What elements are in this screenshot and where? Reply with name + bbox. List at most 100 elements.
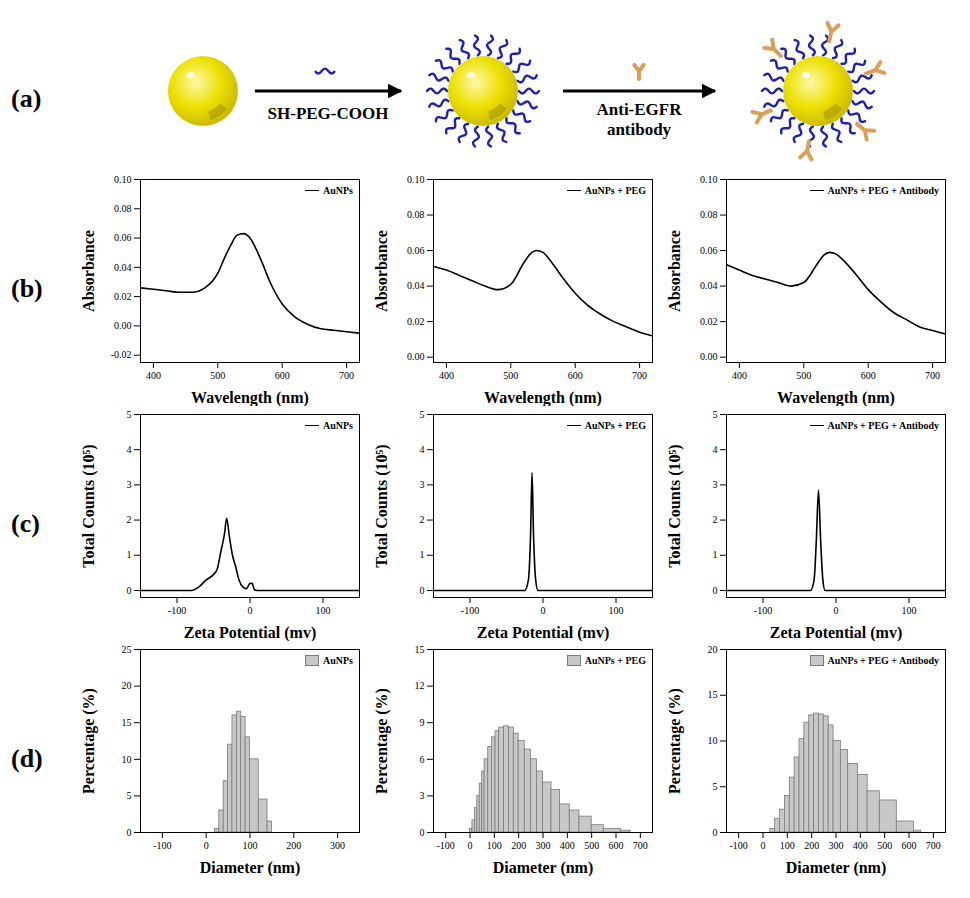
svg-text:500: 500 (503, 370, 518, 381)
svg-text:400: 400 (439, 370, 454, 381)
svg-text:Wavelength (nm): Wavelength (nm) (484, 389, 602, 407)
svg-text:12: 12 (415, 680, 425, 691)
svg-text:0.00: 0.00 (700, 351, 718, 362)
svg-text:500: 500 (796, 370, 811, 381)
svg-text:4: 4 (713, 444, 718, 455)
svg-text:Zeta Potential (mv): Zeta Potential (mv) (184, 624, 316, 642)
svg-text:700: 700 (633, 840, 648, 851)
svg-text:-100: -100 (461, 605, 479, 616)
svg-text:Anti-EGFRantibody: Anti-EGFRantibody (597, 100, 683, 139)
svg-text:20: 20 (708, 644, 718, 655)
svg-text:-100: -100 (168, 605, 186, 616)
svg-text:9: 9 (420, 717, 425, 728)
svg-text:400: 400 (146, 370, 161, 381)
svg-text:6: 6 (420, 754, 425, 765)
svg-text:5: 5 (713, 781, 718, 792)
svg-text:0.02: 0.02 (700, 316, 718, 327)
svg-text:700: 700 (632, 370, 647, 381)
svg-text:600: 600 (902, 840, 917, 851)
svg-text:Absorbance: Absorbance (666, 230, 683, 312)
svg-text:Total Counts (10⁵): Total Counts (10⁵) (666, 444, 684, 567)
svg-text:10: 10 (708, 735, 718, 746)
svg-text:0: 0 (713, 827, 718, 838)
svg-text:0.00: 0.00 (114, 320, 132, 331)
svg-text:0: 0 (713, 585, 718, 596)
svg-text:0.02: 0.02 (114, 291, 132, 302)
svg-text:5: 5 (713, 409, 718, 420)
svg-text:Diameter (nm): Diameter (nm) (786, 859, 887, 877)
svg-text:0.10: 0.10 (114, 174, 132, 185)
svg-text:0: 0 (127, 827, 132, 838)
svg-text:Percentage (%): Percentage (%) (80, 688, 98, 794)
svg-text:(a): (a) (11, 84, 41, 113)
svg-text:10: 10 (122, 754, 132, 765)
svg-text:2: 2 (127, 514, 132, 525)
svg-text:0: 0 (541, 605, 546, 616)
svg-text:400: 400 (732, 370, 747, 381)
svg-text:Total Counts (10⁵): Total Counts (10⁵) (373, 444, 391, 567)
svg-text:Zeta Potential (mv): Zeta Potential (mv) (477, 624, 609, 642)
svg-text:0.00: 0.00 (407, 351, 425, 362)
svg-text:100: 100 (902, 605, 917, 616)
svg-text:25: 25 (122, 644, 132, 655)
svg-text:Total Counts (10⁵): Total Counts (10⁵) (80, 444, 98, 567)
svg-text:600: 600 (861, 370, 876, 381)
svg-text:Absorbance: Absorbance (373, 230, 390, 312)
svg-text:3: 3 (713, 479, 718, 490)
svg-text:20: 20 (122, 680, 132, 691)
svg-text:0: 0 (204, 840, 209, 851)
svg-text:400: 400 (853, 840, 868, 851)
svg-text:-100: -100 (729, 840, 747, 851)
svg-text:5: 5 (127, 790, 132, 801)
svg-text:Percentage (%): Percentage (%) (373, 688, 391, 794)
svg-text:Percentage (%): Percentage (%) (666, 688, 684, 794)
svg-text:0: 0 (248, 605, 253, 616)
svg-text:0.08: 0.08 (114, 203, 132, 214)
svg-text:0: 0 (420, 585, 425, 596)
svg-text:0.06: 0.06 (114, 232, 132, 243)
svg-text:100: 100 (487, 840, 502, 851)
svg-text:0.06: 0.06 (700, 245, 718, 256)
svg-text:5: 5 (127, 409, 132, 420)
svg-text:0.04: 0.04 (114, 262, 132, 273)
svg-text:700: 700 (926, 840, 941, 851)
svg-text:0.04: 0.04 (407, 280, 425, 291)
svg-text:0.08: 0.08 (407, 209, 425, 220)
svg-text:2: 2 (420, 514, 425, 525)
svg-text:4: 4 (420, 444, 425, 455)
svg-text:-0.02: -0.02 (111, 349, 132, 360)
svg-text:600: 600 (609, 840, 624, 851)
svg-text:400: 400 (560, 840, 575, 851)
svg-text:0: 0 (420, 827, 425, 838)
svg-text:15: 15 (122, 717, 132, 728)
svg-text:Diameter (nm): Diameter (nm) (200, 859, 301, 877)
svg-text:600: 600 (275, 370, 290, 381)
svg-text:5: 5 (420, 409, 425, 420)
svg-text:0: 0 (468, 840, 473, 851)
svg-text:3: 3 (420, 790, 425, 801)
svg-text:15: 15 (415, 644, 425, 655)
svg-text:15: 15 (708, 689, 718, 700)
svg-text:600: 600 (568, 370, 583, 381)
svg-text:0.04: 0.04 (700, 280, 718, 291)
svg-text:100: 100 (780, 840, 795, 851)
svg-text:500: 500 (584, 840, 599, 851)
svg-text:200: 200 (286, 840, 301, 851)
svg-text:4: 4 (127, 444, 132, 455)
svg-text:300: 300 (829, 840, 844, 851)
svg-text:0: 0 (761, 840, 766, 851)
svg-text:-100: -100 (754, 605, 772, 616)
svg-text:3: 3 (127, 479, 132, 490)
svg-text:Diameter (nm): Diameter (nm) (493, 859, 594, 877)
svg-text:200: 200 (511, 840, 526, 851)
svg-text:0.10: 0.10 (700, 174, 718, 185)
svg-text:0.02: 0.02 (407, 316, 425, 327)
svg-text:0: 0 (127, 585, 132, 596)
svg-text:Zeta Potential (mv): Zeta Potential (mv) (770, 624, 902, 642)
svg-text:2: 2 (713, 514, 718, 525)
svg-text:-100: -100 (436, 840, 454, 851)
svg-text:0.06: 0.06 (407, 245, 425, 256)
svg-text:100: 100 (609, 605, 624, 616)
svg-text:500: 500 (210, 370, 225, 381)
svg-text:300: 300 (330, 840, 345, 851)
